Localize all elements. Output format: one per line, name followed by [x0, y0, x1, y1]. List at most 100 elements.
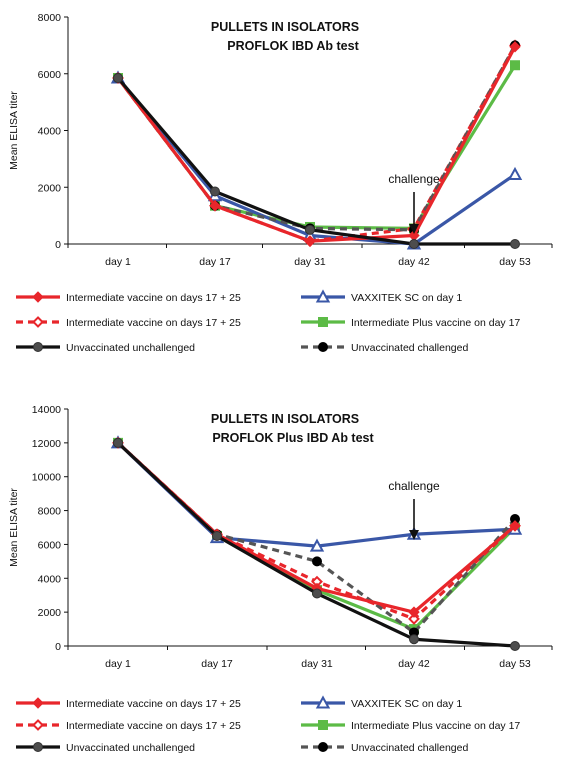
chart-1: PULLETS IN ISOLATORS PROFLOK IBD Ab test 0… — [8, 12, 553, 354]
series-line — [116, 46, 517, 243]
legend-item: Unvaccinated unchallenged — [16, 342, 195, 354]
chart-subtitle: PROFLOK Plus IBD Ab test — [212, 431, 374, 445]
data-point — [510, 239, 520, 249]
x-tick-label: day 1 — [105, 658, 131, 670]
legend-label: Unvaccinated unchallenged — [66, 742, 195, 754]
legend-item: Intermediate Plus vaccine on day 17 — [301, 317, 520, 329]
x-tick-label: day 53 — [499, 256, 531, 268]
legend-item: Intermediate vaccine on days 17 + 25 — [16, 291, 241, 304]
series-line — [116, 441, 517, 635]
data-point — [409, 239, 419, 249]
legend-marker — [32, 697, 44, 709]
legend-marker — [318, 317, 328, 327]
data-point — [210, 186, 220, 197]
legend-label: Intermediate Plus vaccine on day 17 — [351, 317, 520, 329]
y-tick-label: 12000 — [32, 438, 61, 450]
legend-item: VAXXITEK SC on day 1 — [301, 695, 462, 710]
legend-marker — [33, 342, 43, 352]
legend: Intermediate vaccine on days 17 + 25 Inte… — [16, 695, 520, 754]
series-3 — [113, 73, 520, 249]
series-line — [116, 441, 517, 631]
legend-item: Intermediate Plus vaccine on day 17 — [301, 720, 520, 732]
data-point — [212, 530, 222, 541]
series-6 — [113, 40, 520, 235]
data-point — [510, 60, 520, 71]
x-tick-label: day 31 — [294, 256, 326, 268]
legend-label: Unvaccinated challenged — [351, 342, 468, 354]
chart-title: PULLETS IN ISOLATORS — [211, 412, 359, 426]
data-point — [408, 613, 420, 625]
series-line — [116, 44, 517, 243]
data-point — [509, 41, 521, 53]
legend-item: Intermediate vaccine on days 17 + 25 — [16, 719, 241, 732]
legend-marker — [318, 720, 328, 730]
series-6 — [113, 437, 520, 638]
y-axis-label: Mean ELISA titer — [8, 488, 20, 567]
y-tick-label: 8000 — [38, 12, 62, 24]
legend-marker — [33, 742, 43, 752]
legend-marker — [32, 719, 44, 731]
data-point — [509, 520, 521, 532]
legend-label: VAXXITEK SC on day 1 — [351, 292, 462, 304]
legend-item: Intermediate vaccine on days 17 + 25 — [16, 316, 241, 329]
x-tick-label: day 17 — [201, 658, 233, 670]
legend-marker — [32, 316, 44, 328]
data-point — [507, 166, 523, 180]
legend-marker — [315, 289, 331, 303]
series-4 — [110, 70, 523, 250]
data-point — [312, 588, 322, 599]
y-tick-label: 4000 — [38, 573, 62, 585]
y-tick-label: 4000 — [38, 126, 62, 138]
y-tick-label: 0 — [55, 641, 61, 653]
data-point — [209, 199, 221, 212]
legend-label: Intermediate vaccine on days 17 + 25 — [66, 720, 241, 732]
y-tick-label: 6000 — [38, 69, 62, 81]
legend-item: VAXXITEK SC on day 1 — [301, 289, 462, 304]
legend-label: Intermediate Plus vaccine on day 17 — [351, 720, 520, 732]
legend-label: VAXXITEK SC on day 1 — [351, 698, 462, 710]
legend-item: Unvaccinated challenged — [301, 742, 468, 754]
y-axis-label: Mean ELISA titer — [8, 91, 20, 170]
y-tick-label: 6000 — [38, 539, 62, 551]
series-line — [116, 44, 517, 232]
series-5 — [113, 437, 520, 635]
x-tick-label: day 17 — [199, 256, 231, 268]
challenge-annotation: challenge — [388, 172, 440, 186]
x-tick-label: day 42 — [398, 658, 430, 670]
y-tick-label: 8000 — [38, 506, 62, 518]
legend-item: Unvaccinated challenged — [301, 342, 468, 354]
data-point — [113, 73, 123, 84]
x-tick-label: day 1 — [105, 256, 131, 268]
legend-label: Unvaccinated challenged — [351, 742, 468, 754]
chart-2: PULLETS IN ISOLATORS PROFLOK Plus IBD Ab … — [8, 404, 553, 754]
chart-title: PULLETS IN ISOLATORS — [211, 20, 359, 34]
legend-label: Intermediate vaccine on days 17 + 25 — [66, 292, 241, 304]
y-tick-label: 2000 — [38, 182, 62, 194]
challenge-annotation: challenge — [388, 479, 440, 493]
data-point — [113, 437, 123, 448]
y-tick-label: 14000 — [32, 404, 61, 416]
legend-item: Unvaccinated unchallenged — [16, 742, 195, 754]
legend-label: Intermediate vaccine on days 17 + 25 — [66, 698, 241, 710]
data-point — [312, 556, 322, 567]
legend-marker — [315, 695, 331, 709]
x-tick-label: day 31 — [301, 658, 333, 670]
y-tick-label: 0 — [55, 239, 61, 251]
legend-marker — [32, 291, 44, 303]
data-point — [309, 538, 325, 552]
legend-marker — [318, 742, 328, 752]
data-point — [408, 606, 420, 618]
data-point — [304, 235, 316, 247]
legend-item: Intermediate vaccine on days 17 + 25 — [16, 697, 241, 710]
chart-subtitle: PROFLOK IBD Ab test — [227, 39, 359, 53]
series-3 — [113, 437, 520, 651]
challenge-arrow-head — [409, 224, 419, 234]
data-point — [510, 641, 520, 651]
legend-label: Intermediate vaccine on days 17 + 25 — [66, 317, 241, 329]
data-point — [305, 224, 315, 235]
legend: Intermediate vaccine on days 17 + 25 Inte… — [16, 289, 520, 354]
data-point — [409, 634, 419, 645]
x-tick-label: day 53 — [499, 658, 531, 670]
series-line — [116, 441, 516, 548]
